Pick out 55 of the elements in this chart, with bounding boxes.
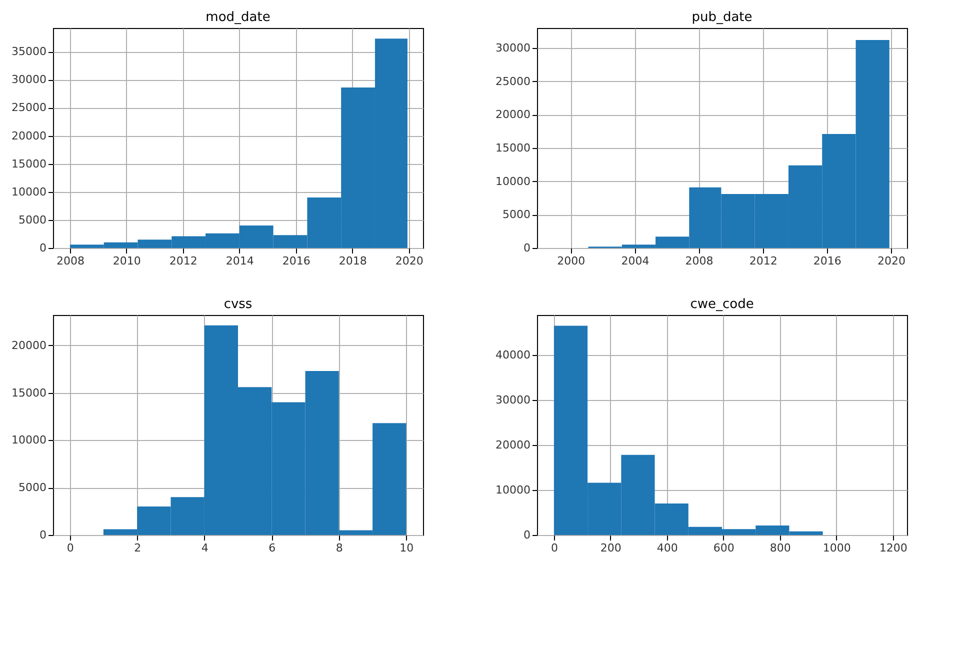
x-tick-label: 1000 bbox=[822, 542, 851, 554]
x-tick-label: 2020 bbox=[877, 254, 906, 268]
y-tick-label: 15000 bbox=[12, 157, 46, 170]
y-tick-label: 10000 bbox=[12, 434, 46, 447]
x-tick-label: 2012 bbox=[169, 254, 198, 268]
y-tick-label: 40000 bbox=[496, 348, 530, 362]
y-tick-label: 30000 bbox=[496, 394, 530, 407]
y-tick-label: 0 bbox=[524, 528, 530, 542]
x-tick-label: 400 bbox=[656, 542, 678, 554]
x-tick-label: 2012 bbox=[749, 254, 778, 268]
y-tick-label: 0 bbox=[40, 242, 46, 254]
y-tick-label: 10000 bbox=[496, 484, 530, 497]
y-tick-label: 20000 bbox=[496, 438, 530, 452]
x-tick-label: 10 bbox=[400, 542, 414, 554]
x-tick-label: 2000 bbox=[557, 254, 586, 268]
x-tick-label: 6 bbox=[268, 542, 276, 554]
x-tick-label: 2016 bbox=[282, 254, 310, 268]
x-tick-label: 2016 bbox=[813, 254, 842, 268]
y-tick-label: 20000 bbox=[496, 108, 530, 122]
chart-title: pub_date bbox=[692, 10, 752, 25]
chart-title: cvss bbox=[224, 297, 252, 312]
y-tick-label: 15000 bbox=[496, 142, 530, 154]
x-tick-label: 8 bbox=[336, 542, 343, 554]
y-tick-label: 10000 bbox=[12, 185, 46, 198]
y-tick-label: 5000 bbox=[18, 481, 46, 494]
x-tick-label: 2018 bbox=[338, 254, 367, 268]
y-tick-label: 5000 bbox=[502, 208, 530, 222]
x-tick-label: 0 bbox=[66, 542, 74, 554]
y-tick-label: 0 bbox=[40, 528, 46, 542]
y-tick-label: 30000 bbox=[496, 42, 530, 54]
x-tick-label: 2008 bbox=[685, 254, 714, 268]
y-tick-label: 20000 bbox=[12, 338, 46, 352]
chart-title: cwe_code bbox=[690, 297, 754, 312]
y-tick-label: 35000 bbox=[12, 45, 46, 58]
x-tick-label: 1200 bbox=[879, 542, 908, 554]
x-tick-label: 0 bbox=[550, 542, 558, 554]
chart-title: mod_date bbox=[206, 10, 270, 25]
y-tick-label: 10000 bbox=[496, 174, 530, 188]
y-tick-label: 25000 bbox=[496, 74, 530, 88]
x-tick-label: 2004 bbox=[621, 254, 650, 268]
x-tick-label: 2010 bbox=[112, 254, 141, 268]
y-tick-label: 15000 bbox=[12, 386, 46, 400]
x-tick-label: 4 bbox=[201, 542, 208, 554]
y-tick-label: 5000 bbox=[18, 213, 46, 226]
x-tick-label: 2014 bbox=[226, 254, 254, 268]
y-tick-label: 30000 bbox=[12, 73, 46, 86]
x-tick-label: 2008 bbox=[56, 254, 84, 268]
x-tick-label: 600 bbox=[713, 542, 734, 554]
y-tick-label: 0 bbox=[524, 242, 530, 254]
x-tick-label: 2 bbox=[134, 542, 142, 554]
y-tick-label: 20000 bbox=[12, 129, 46, 142]
x-tick-label: 2020 bbox=[395, 254, 424, 268]
y-tick-label: 25000 bbox=[12, 101, 46, 114]
x-tick-label: 800 bbox=[770, 542, 791, 554]
x-tick-label: 200 bbox=[600, 542, 622, 554]
